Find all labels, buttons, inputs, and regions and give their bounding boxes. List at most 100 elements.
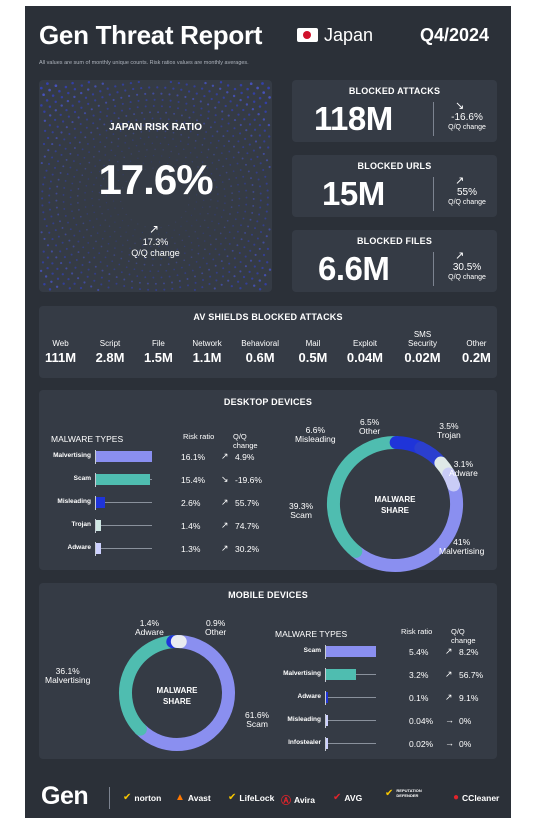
brand-name: norton — [134, 792, 162, 803]
share-name: Adware — [449, 468, 478, 478]
threat-report-poster: Gen Threat Report Japan Q4/2024 All valu… — [25, 6, 511, 818]
table-row: Malvertising 16.1% ↗ 4.9% — [51, 446, 273, 469]
av-shields-title: AV SHIELDS BLOCKED ATTACKS — [193, 312, 343, 322]
brand-footer: Gen ✔ norton ▲ Avast ✔ LifeLock Ⓐ Avira ✔ AVG ✔ REP… — [25, 768, 511, 818]
mobile-malware-table: MALWARE TYPES Risk ratio Q/Q change Scam… — [275, 627, 491, 756]
footer-divider — [109, 787, 110, 809]
stat-divider — [433, 102, 434, 136]
share-value: 41% — [453, 537, 471, 547]
bar-axis — [325, 737, 326, 751]
share-label-malvertising: 36.1% Malvertising — [45, 667, 90, 685]
risk-ratio-value: 1.3% — [181, 544, 201, 554]
bar-track — [96, 548, 152, 549]
bar-axis — [325, 691, 326, 705]
brand-avast: ▲ Avast — [175, 792, 211, 803]
avg-logo-icon: ✔ — [333, 792, 342, 803]
bar-axis — [95, 542, 96, 556]
trend-down-icon: ↘ — [455, 100, 465, 112]
bar-track — [326, 720, 376, 721]
blocked-files-card: BLOCKED FILES 6.6M ↗ 30.5% Q/Q change — [292, 230, 497, 292]
blocked-urls-value: 15M — [322, 175, 385, 212]
shield-label: Other — [466, 339, 487, 348]
share-name: Other — [359, 426, 381, 436]
brand-name: Avira — [294, 794, 315, 805]
table-row: Misleading 2.6% ↗ 55.7% — [51, 492, 273, 515]
table-header: MALWARE TYPES Risk ratio Q/Q change — [275, 627, 491, 645]
risk-ratio-label: JAPAN RISK RATIO — [109, 122, 202, 133]
risk-ratio-value: 0.02% — [409, 739, 434, 749]
bar-axis — [95, 450, 96, 464]
qq-change-value: 0% — [459, 739, 472, 749]
trend-up-icon: ↗ — [221, 451, 229, 461]
malware-type-label: Scam — [303, 647, 321, 654]
risk-change-value: 17.3% — [142, 237, 169, 247]
trend-up-icon: ↗ — [149, 222, 160, 236]
malware-type-label: Misleading — [57, 498, 91, 505]
shield-item: Mail 0.5M — [298, 326, 327, 365]
trend-up-icon: ↗ — [445, 692, 453, 702]
qq-change-header: Q/Q change — [451, 627, 476, 645]
shield-value: 1.1M — [192, 350, 222, 365]
dot-pattern-background — [39, 80, 272, 292]
risk-ratio-bar — [326, 669, 356, 680]
qq-change-value: 4.9% — [235, 452, 255, 462]
risk-ratio-bar — [96, 520, 101, 531]
table-row: Infostealer 0.02% → 0% — [275, 733, 491, 756]
shield-item: Web 111M — [45, 326, 76, 365]
brand-norton: ✔ norton — [123, 792, 161, 803]
trend-up-icon: ↗ — [445, 669, 453, 679]
risk-ratio-bar — [326, 646, 376, 657]
shield-value: 2.8M — [95, 350, 125, 365]
share-value: 39.3% — [289, 501, 314, 511]
table-row: Adware 0.1% ↗ 9.1% — [275, 687, 491, 710]
blocked-files-change: 30.5% Q/Q change — [437, 263, 497, 283]
malware-types-header: MALWARE TYPES — [275, 629, 348, 639]
table-header: MALWARE TYPES Risk ratio Q/Q change — [51, 432, 273, 450]
shield-label: File — [151, 339, 165, 348]
risk-ratio-change: 17.3% Q/Q change — [39, 237, 272, 259]
share-value: 0.9% — [205, 618, 226, 628]
risk-ratio-value: 15.4% — [181, 475, 206, 485]
share-label-scam: 39.3% Scam — [289, 502, 313, 520]
shield-value: 0.04M — [346, 350, 384, 365]
risk-ratio-value: 5.4% — [409, 647, 429, 657]
trend-up-icon: ↗ — [221, 520, 229, 530]
share-name: Adware — [135, 627, 164, 637]
risk-ratio-bar — [326, 692, 328, 703]
shield-item: Network 1.1M — [192, 326, 221, 365]
donut-center-line: SHARE — [380, 506, 409, 515]
risk-ratio-value: 0.04% — [409, 716, 434, 726]
lifelock-logo-icon: ✔ — [228, 792, 237, 803]
qq-change-value: 55.7% — [235, 498, 260, 508]
trend-flat-icon: → — [445, 715, 454, 725]
mobile-share-donut — [119, 635, 235, 751]
stat-divider — [433, 252, 434, 286]
bar-axis — [95, 496, 96, 510]
desktop-share-donut — [327, 436, 463, 572]
risk-ratio-bar — [96, 497, 106, 508]
share-value: 1.4% — [139, 618, 160, 628]
shield-label: Mail — [305, 339, 321, 348]
malware-type-label: Adware — [297, 693, 321, 700]
desktop-malware-table: MALWARE TYPES Risk ratio Q/Q change Malv… — [51, 432, 273, 561]
share-value: 3.1% — [453, 459, 474, 469]
risk-ratio-card: JAPAN RISK RATIO 17.6% ↗ 17.3% Q/Q chang… — [39, 80, 272, 292]
share-name: Trojan — [437, 430, 461, 440]
donut-slice-scam — [327, 436, 403, 558]
brand-name: LifeLock — [239, 792, 275, 803]
shield-value: 1.5M — [143, 350, 173, 365]
share-label-misleading: 6.6% Misleading — [295, 426, 336, 444]
brand-reputation-defender: ✔ REPUTATION DEFENDER — [385, 788, 425, 798]
shield-value: 0.6M — [245, 350, 275, 365]
shield-label: Behavioral — [241, 339, 279, 348]
shield-item: Other 0.2M — [462, 326, 491, 365]
trend-up-icon: ↗ — [221, 543, 229, 553]
malware-type-label: Trojan — [71, 521, 91, 528]
shield-list: Web 111M Script 2.8M File 1.5M Network 1.1M … — [45, 326, 491, 365]
share-value: 6.6% — [305, 425, 325, 435]
bar-axis — [325, 668, 326, 682]
malware-type-label: Malvertising — [283, 670, 321, 677]
risk-ratio-bar — [96, 451, 152, 462]
shield-value: 111M — [45, 350, 77, 365]
qq-change-header: Q/Q change — [233, 432, 258, 450]
